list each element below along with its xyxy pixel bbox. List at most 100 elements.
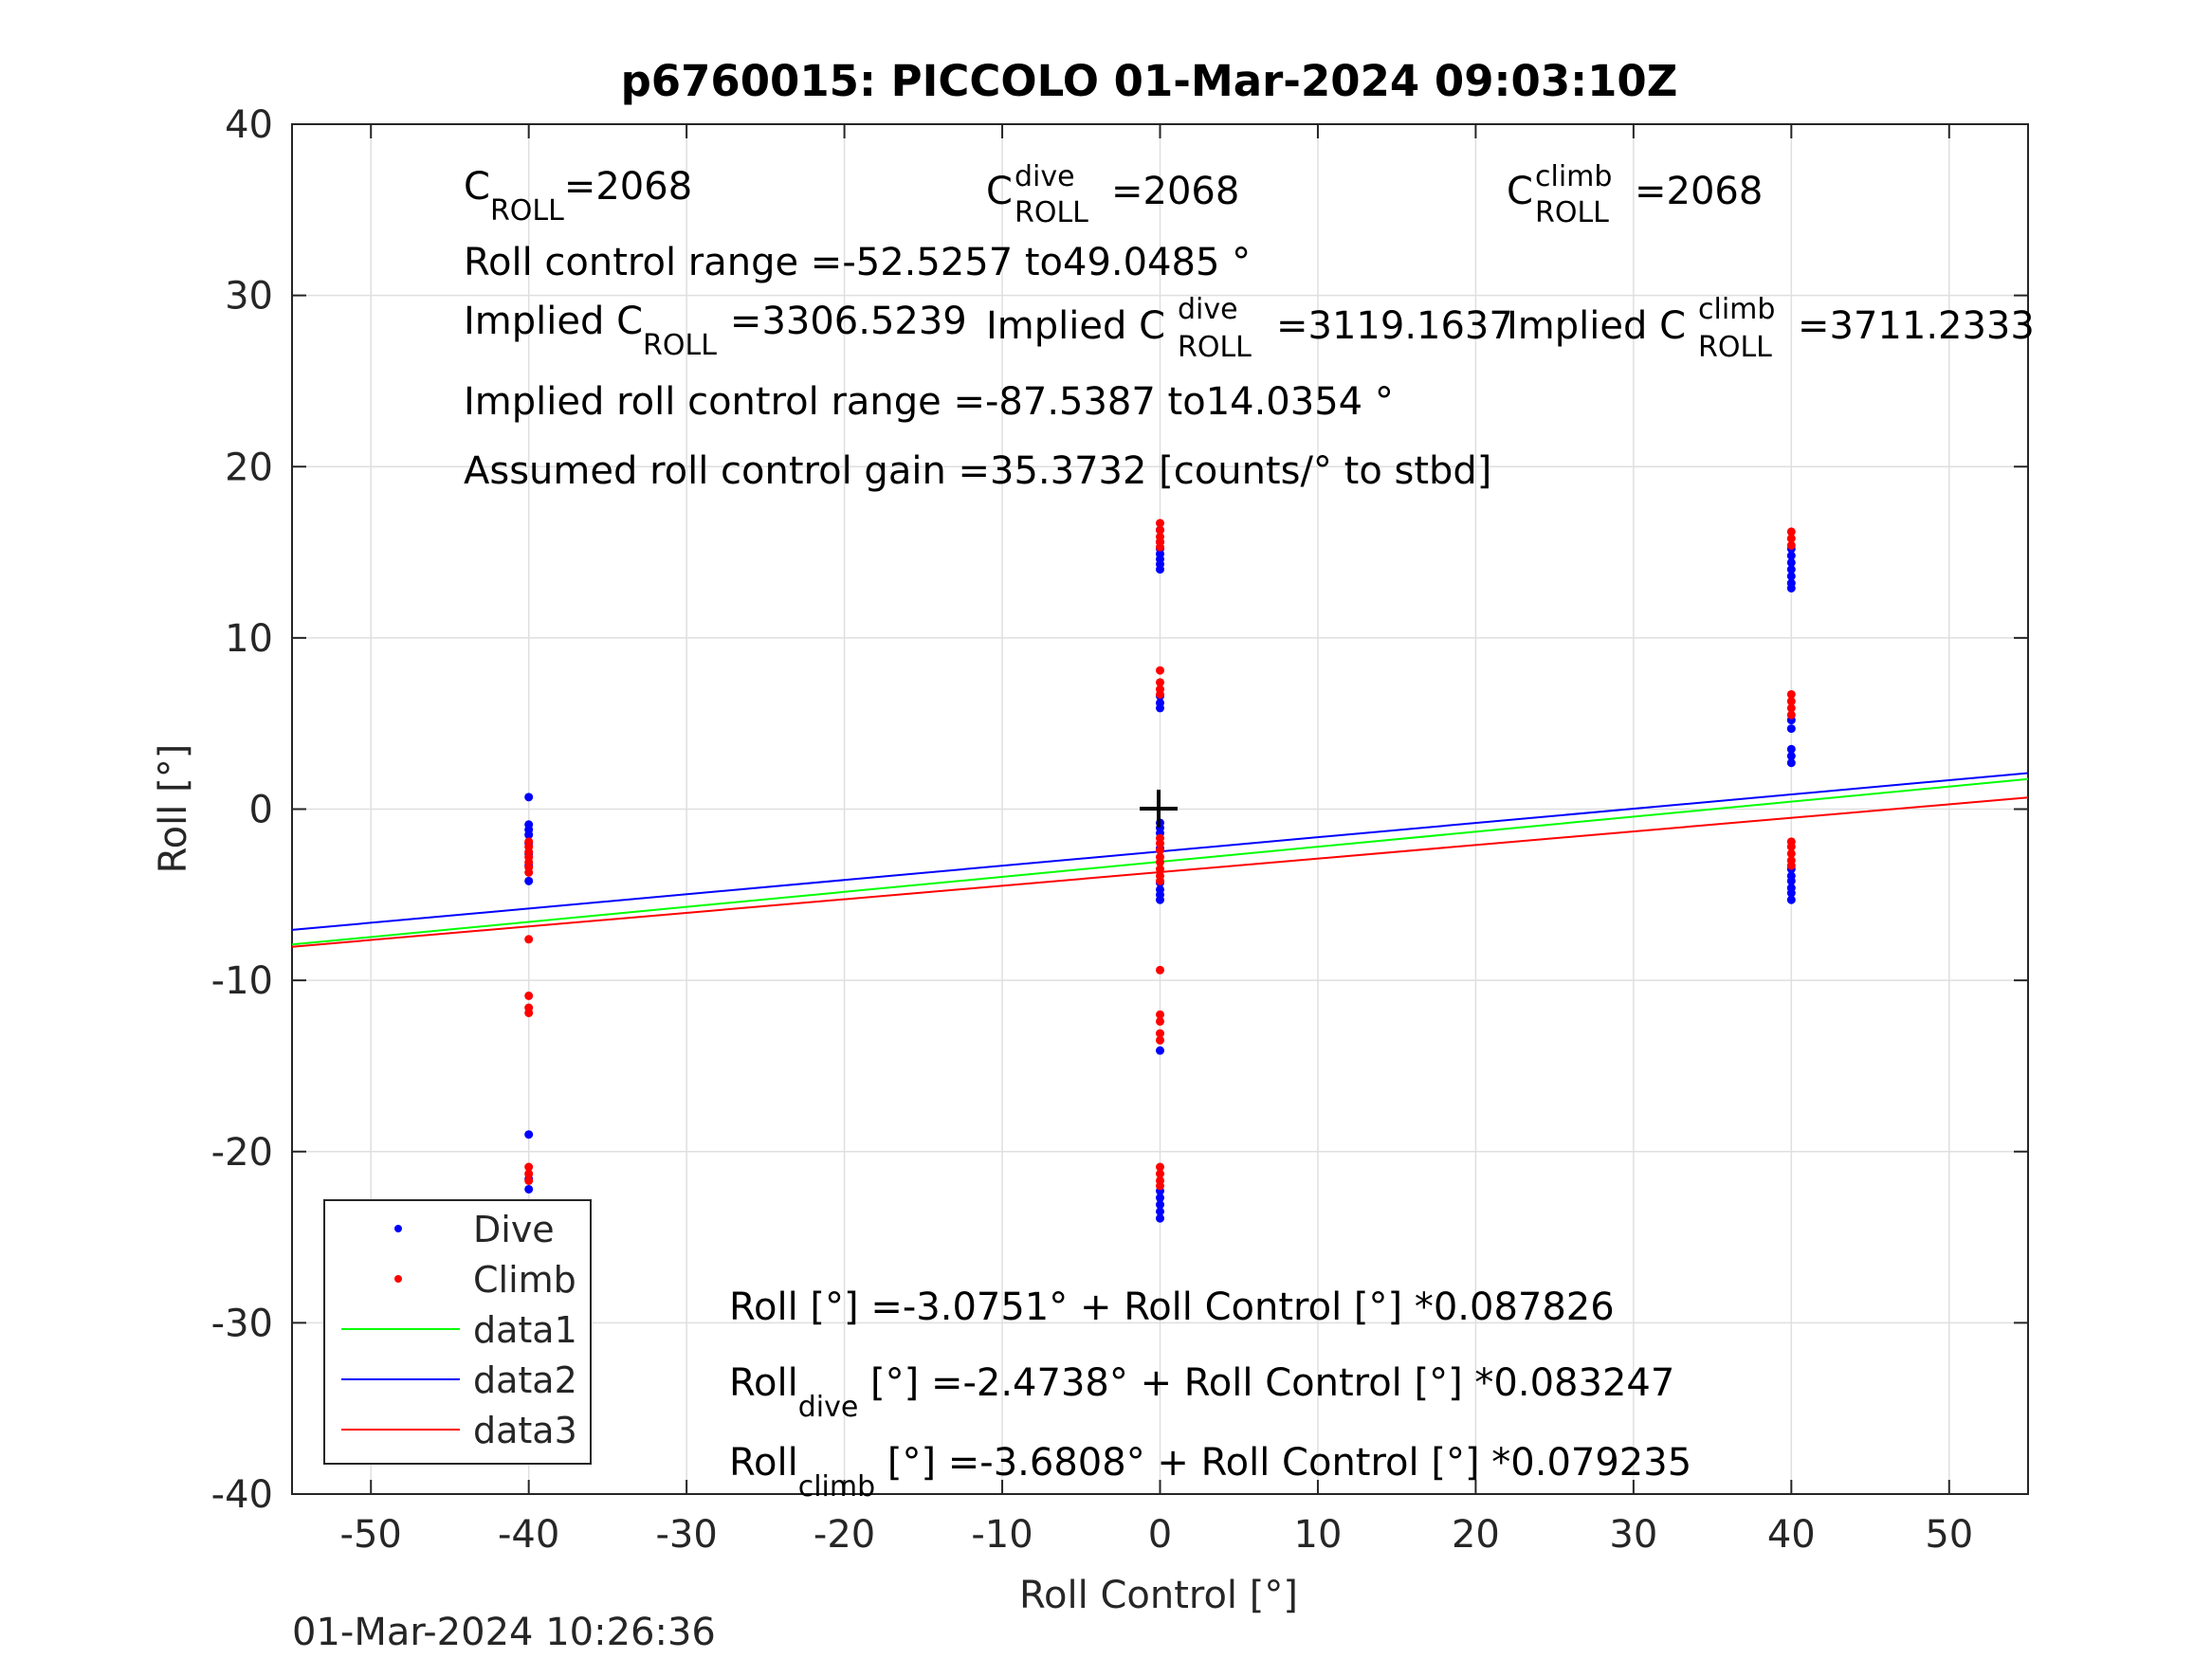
point-climb: [1156, 1181, 1164, 1191]
point-dive: [524, 1130, 534, 1139]
legend-marker-climb: [394, 1275, 402, 1283]
point-dive: [1786, 876, 1796, 885]
point-dive: [1786, 895, 1796, 904]
point-dive: [1786, 551, 1796, 560]
point-climb: [1156, 1035, 1164, 1045]
point-climb: [1156, 1016, 1164, 1026]
svg-text:climb: climb: [1698, 293, 1775, 326]
point-climb: [1786, 710, 1796, 720]
point-dive: [1156, 1200, 1164, 1210]
svg-text:dive: dive: [1178, 293, 1238, 326]
svg-text:Implied C: Implied C: [986, 304, 1165, 348]
point-dive: [1786, 557, 1796, 567]
svg-text:climb: climb: [1535, 160, 1612, 193]
x-tick-label: 30: [1609, 1513, 1657, 1557]
point-dive: [524, 876, 534, 885]
point-dive: [1786, 888, 1796, 898]
svg-text:ROLL: ROLL: [1535, 196, 1609, 229]
svg-text:C: C: [986, 170, 1013, 213]
point-dive: [524, 793, 534, 802]
point-climb: [524, 867, 534, 877]
x-axis-label: Roll Control [°]: [1019, 1574, 1298, 1617]
svg-text:=3711.2333: =3711.2333: [1798, 304, 2035, 348]
y-tick-label: 30: [225, 275, 273, 319]
y-tick-label: -20: [211, 1131, 273, 1175]
point-climb: [1786, 689, 1796, 699]
legend-label: Climb: [473, 1259, 576, 1301]
y-tick-label: 0: [249, 789, 273, 832]
y-tick-label: 10: [225, 617, 273, 661]
point-climb: [524, 1169, 534, 1178]
point-dive: [1156, 703, 1164, 713]
annotation-fit-climb: Rollclimb [°] =-3.6808° + Roll Control […: [729, 1441, 1691, 1504]
x-tick-label: 0: [1148, 1513, 1172, 1557]
point-climb: [1156, 665, 1164, 675]
point-climb: [1786, 703, 1796, 713]
y-tick-label: -30: [211, 1302, 273, 1345]
y-tick-label: -10: [211, 959, 273, 1003]
x-tick-label: -50: [340, 1513, 402, 1557]
svg-text:Implied C: Implied C: [1507, 304, 1686, 348]
point-climb: [1156, 857, 1164, 866]
y-axis-label: Roll [°]: [152, 744, 195, 874]
x-tick-label: -20: [814, 1513, 875, 1557]
center-marker: [1140, 790, 1178, 828]
point-dive: [1786, 572, 1796, 581]
point-climb: [524, 1008, 534, 1017]
annotation-c-roll-dive: C dive ROLL =2068: [986, 160, 1239, 229]
svg-text:=2068: =2068: [1635, 170, 1763, 213]
point-climb: [1786, 540, 1796, 550]
svg-text:ROLL: ROLL: [1698, 331, 1772, 364]
point-dive: [1156, 1213, 1164, 1223]
legend-label: data3: [473, 1410, 577, 1451]
point-dive: [1156, 895, 1164, 904]
svg-text:C: C: [1507, 170, 1533, 213]
legend-marker-dive: [394, 1225, 402, 1232]
x-tick-label: 40: [1767, 1513, 1816, 1557]
timestamp: 01-Mar-2024 10:26:36: [292, 1611, 716, 1654]
point-climb: [524, 1162, 534, 1172]
point-climb: [1786, 697, 1796, 706]
point-climb: [1156, 519, 1164, 528]
x-tick-label: 10: [1294, 1513, 1343, 1557]
annotation-implied-c-roll-dive: Implied C dive ROLL =3119.1637: [986, 293, 1513, 364]
annotation-fit-all: Roll [°] =-3.0751° + Roll Control [°] *0…: [729, 1285, 1615, 1329]
point-climb: [1156, 876, 1164, 885]
legend-label: data2: [473, 1359, 577, 1401]
x-tick-label: -40: [498, 1513, 559, 1557]
point-dive: [524, 1184, 534, 1194]
point-climb: [1156, 839, 1164, 848]
chart-title: p6760015: PICCOLO 01-Mar-2024 09:03:10Z: [621, 56, 1678, 106]
axis-ticks: [292, 123, 2028, 1495]
y-tick-label: 40: [225, 103, 273, 147]
x-tick-label: -10: [971, 1513, 1033, 1557]
point-climb: [1156, 678, 1164, 687]
point-climb: [1156, 542, 1164, 552]
point-climb: [1156, 1029, 1164, 1038]
point-dive: [1156, 1046, 1164, 1055]
point-dive: [1786, 758, 1796, 768]
point-climb: [1786, 848, 1796, 858]
svg-text:ROLL: ROLL: [1178, 331, 1252, 364]
point-climb: [1156, 1169, 1164, 1178]
legend-box: [323, 1199, 592, 1465]
annotation-assumed-gain: Assumed roll control gain =35.3732 [coun…: [464, 449, 1491, 493]
point-climb: [1156, 1010, 1164, 1019]
point-climb: [524, 1176, 534, 1185]
point-climb: [1156, 865, 1164, 874]
point-climb: [1786, 842, 1796, 851]
y-tick-label: 20: [225, 446, 273, 489]
point-dive: [1786, 744, 1796, 754]
tick-labels: -50 -40 -30 -20 -10 0 10 20 30 40 50 -40 -30 -20 -10 0 1…: [211, 103, 1974, 1557]
point-dive: [1786, 724, 1796, 734]
point-climb: [1156, 846, 1164, 855]
point-dive: [524, 830, 534, 840]
svg-text:=3119.1637: =3119.1637: [1276, 304, 1513, 348]
legend: Dive Climb data1 data2 data3: [323, 1199, 592, 1465]
point-climb: [524, 935, 534, 944]
point-dive: [1786, 583, 1796, 592]
point-climb: [1156, 1162, 1164, 1172]
point-climb: [1786, 534, 1796, 543]
annotation-fit-dive: Rolldive [°] =-2.4738° + Roll Control [°…: [729, 1361, 1674, 1424]
